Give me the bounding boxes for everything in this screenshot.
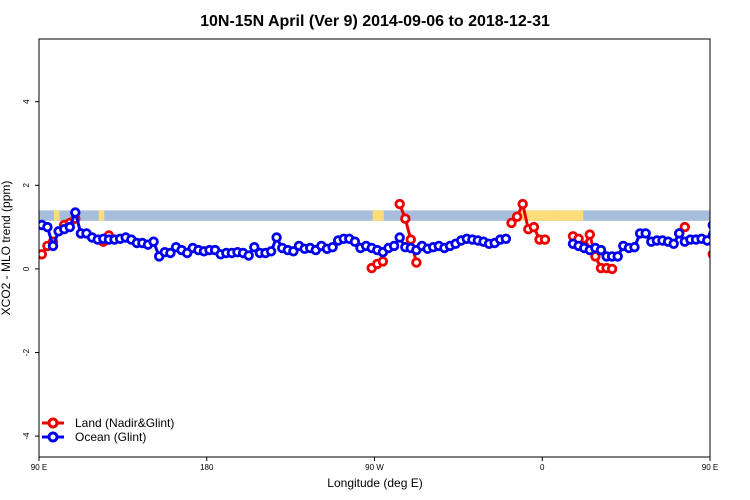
series-1-point	[702, 235, 710, 246]
series-1-point	[243, 250, 254, 261]
y-axis: -4 -2 0 2 4	[22, 99, 39, 440]
series-1-point	[388, 240, 400, 252]
series-layer	[39, 198, 750, 275]
y-tick-label-2: 0	[22, 266, 31, 271]
series-0-point	[715, 242, 723, 250]
series-1-point	[715, 221, 723, 229]
x-tick-label-4: 90 E	[702, 463, 718, 472]
x-tick-label-0: 90 E	[31, 463, 47, 472]
land-band-2	[372, 210, 384, 221]
series-1-point	[500, 233, 512, 244]
series-1-point	[349, 236, 361, 247]
series-1-point	[70, 207, 81, 218]
chart-title: 10N-15N April (Ver 9) 2014-09-06 to 2018…	[200, 13, 550, 30]
series-0-point	[394, 198, 405, 210]
land-band-0	[53, 210, 60, 221]
series-0-point	[726, 221, 734, 229]
series-1-point	[394, 232, 405, 243]
series-1-point	[737, 230, 745, 238]
series-1-point	[327, 241, 338, 253]
series-1-point	[668, 238, 679, 249]
series-0-point	[411, 257, 422, 268]
series-1-point	[165, 247, 176, 259]
series-1-point	[47, 240, 59, 252]
series-1-point	[720, 242, 728, 250]
series-1-point	[731, 209, 739, 217]
series-1-point	[743, 228, 750, 236]
series-1-point	[64, 221, 75, 233]
series-0-point	[511, 211, 523, 222]
y-tick-label-0: -4	[22, 432, 31, 440]
legend-land-marker	[47, 417, 59, 429]
series-0-point	[400, 213, 411, 224]
legend-ocean-marker	[47, 431, 59, 443]
series-0-point	[517, 198, 528, 210]
series-1-point	[148, 236, 159, 247]
series-0-point	[679, 221, 690, 233]
series-0-point	[39, 249, 47, 260]
band-layer	[39, 210, 739, 221]
series-1-point	[726, 225, 734, 233]
x-tick-label-1: 180	[200, 463, 214, 472]
series-0-point	[506, 217, 517, 229]
x-axis: 90 E 180 90 W 0 90 E	[31, 457, 718, 472]
y-tick-label-1: -2	[22, 348, 31, 356]
series-0-point	[584, 229, 595, 240]
x-tick-label-2: 90 W	[365, 463, 384, 472]
x-axis-label: Longitude (deg E)	[327, 476, 422, 490]
series-0-point	[539, 234, 551, 245]
series-1-point	[249, 241, 260, 253]
land-band-3	[519, 210, 558, 221]
y-axis-label: XCO2 - MLO trend (ppm)	[0, 181, 13, 316]
series-1-point	[612, 251, 623, 262]
series-1-point	[271, 232, 282, 243]
series-1-point	[640, 228, 651, 239]
legend: Land (Nadir&Glint) Ocean (Glint)	[42, 416, 174, 444]
series-0-point	[606, 263, 618, 275]
series-1-point	[265, 246, 277, 257]
series-0-line-8	[713, 225, 730, 254]
land-band-4	[557, 210, 584, 221]
series-0-point	[377, 256, 389, 267]
series-1-point	[42, 221, 53, 233]
y-tick-label-3: 2	[22, 183, 31, 188]
series-1-point	[629, 241, 640, 253]
y-tick-label-4: 4	[22, 99, 31, 104]
legend-ocean-label: Ocean (Glint)	[75, 430, 146, 444]
series-0-point	[405, 234, 416, 245]
series-1-point	[674, 228, 685, 239]
legend-land-label: Land (Nadir&Glint)	[75, 416, 174, 430]
land-band-1	[98, 210, 105, 221]
series-1-point	[595, 244, 607, 256]
series-0-point	[720, 228, 728, 236]
land-band-5	[732, 210, 739, 220]
x-tick-label-3: 0	[540, 463, 545, 472]
series-0-point	[528, 221, 540, 233]
